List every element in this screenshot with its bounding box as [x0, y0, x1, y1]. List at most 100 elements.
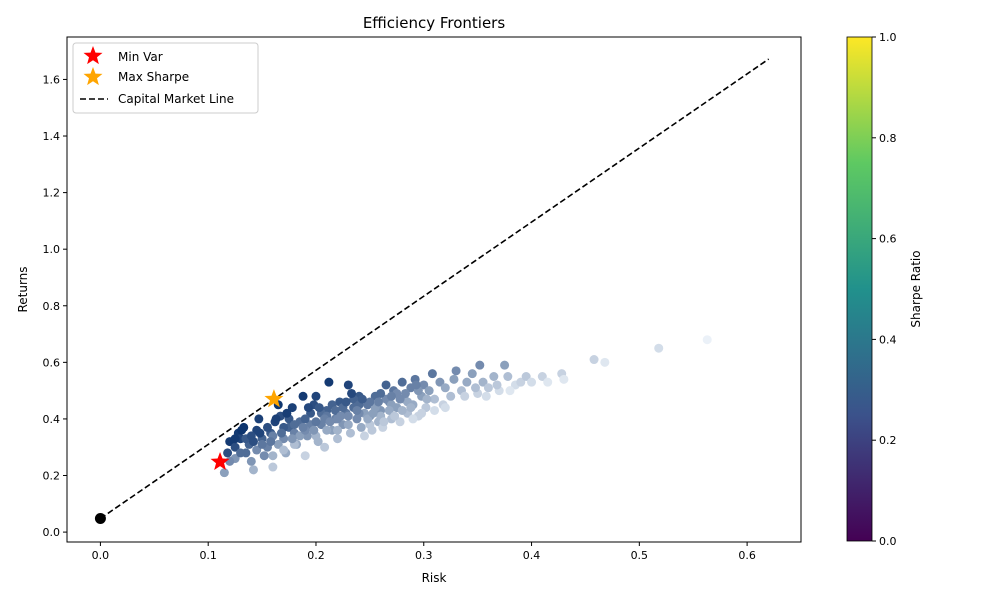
- portfolio-point: [246, 456, 256, 466]
- portfolio-point: [543, 377, 553, 387]
- portfolio-point: [379, 417, 389, 427]
- portfolio-point: [352, 405, 362, 415]
- colorbar: 0.0 0.2 0.4 0.6 0.8 1.0 Sharpe Ratio: [846, 31, 923, 548]
- portfolio-point: [282, 408, 292, 418]
- y-axis-ticks: 0.0 0.2 0.4 0.6 0.8 1.0 1.2 1.4 1.6: [43, 73, 67, 539]
- portfolio-point: [427, 369, 437, 379]
- portfolio-point: [314, 403, 324, 413]
- portfolio-point: [400, 388, 410, 398]
- portfolio-point: [440, 403, 450, 413]
- portfolio-point: [460, 391, 470, 401]
- portfolio-point: [276, 428, 286, 438]
- y-axis-label: Returns: [16, 266, 30, 312]
- portfolio-point: [311, 391, 321, 401]
- portfolio-point: [702, 335, 712, 345]
- y-tick-label: 0.4: [43, 413, 61, 426]
- x-tick-label: 0.1: [199, 549, 217, 562]
- portfolio-point: [268, 451, 278, 461]
- legend: Min Var Max Sharpe Capital Market Line: [72, 42, 259, 114]
- portfolio-point: [424, 386, 434, 396]
- portfolio-point: [397, 377, 407, 387]
- portfolio-point: [589, 355, 599, 365]
- capital-market-line-layer: [99, 58, 770, 520]
- portfolio-point: [298, 391, 308, 401]
- portfolio-point: [492, 380, 502, 390]
- portfolio-point: [300, 451, 310, 461]
- portfolio-point: [225, 456, 235, 466]
- y-tick-label: 0.8: [43, 300, 61, 313]
- x-tick-label: 0.3: [415, 549, 433, 562]
- portfolio-point: [230, 442, 240, 452]
- y-tick-label: 1.0: [43, 243, 61, 256]
- y-tick-label: 0.0: [43, 526, 61, 539]
- portfolio-point: [289, 420, 299, 430]
- portfolio-point: [516, 377, 526, 387]
- colorbar-tick-label: 0.4: [879, 333, 897, 346]
- portfolio-point: [303, 403, 313, 413]
- portfolio-point: [333, 434, 343, 444]
- legend-max-sharpe-star-icon: [83, 67, 103, 86]
- portfolio-point: [325, 417, 335, 427]
- portfolio-point: [341, 397, 351, 407]
- portfolio-point: [324, 377, 334, 387]
- portfolio-point: [386, 391, 396, 401]
- portfolio-point: [600, 357, 610, 367]
- portfolio-point: [462, 377, 472, 387]
- x-axis-ticks: 0.0 0.1 0.2 0.3 0.4 0.5 0.6: [92, 542, 756, 562]
- portfolio-point: [384, 405, 394, 415]
- portfolio-point: [257, 439, 267, 449]
- highlight-markers: [94, 389, 284, 525]
- colorbar-tick-label: 0.8: [879, 132, 897, 145]
- portfolio-point: [343, 380, 353, 390]
- portfolio-point: [395, 394, 405, 404]
- colorbar-tick-label: 1.0: [879, 31, 897, 44]
- colorbar-tick-label: 0.6: [879, 233, 897, 246]
- portfolio-point: [411, 380, 421, 390]
- plot-frame: [66, 36, 802, 543]
- legend-label-capital-market-line: Capital Market Line: [118, 92, 234, 106]
- portfolio-point: [295, 431, 305, 441]
- max-sharpe-star-marker: [264, 389, 284, 408]
- portfolio-point: [503, 371, 513, 381]
- y-tick-label: 1.2: [43, 187, 61, 200]
- x-tick-label: 0.0: [92, 549, 110, 562]
- portfolio-point: [470, 383, 480, 393]
- portfolio-point: [311, 417, 321, 427]
- portfolio-point: [300, 414, 310, 424]
- portfolio-point: [376, 388, 386, 398]
- portfolio-point: [262, 422, 272, 432]
- portfolio-point: [527, 377, 537, 387]
- portfolio-point: [359, 431, 369, 441]
- portfolio-point: [417, 408, 427, 418]
- portfolio-point: [230, 434, 240, 444]
- portfolio-point: [422, 394, 432, 404]
- colorbar-label: Sharpe Ratio: [909, 250, 923, 327]
- portfolio-point: [287, 403, 297, 413]
- portfolio-point: [419, 380, 429, 390]
- colorbar-ticks: 0.0 0.2 0.4 0.6 0.8 1.0: [872, 31, 897, 548]
- portfolio-point: [381, 380, 391, 390]
- portfolio-point: [397, 405, 407, 415]
- portfolio-point: [481, 391, 491, 401]
- portfolio-point: [268, 462, 278, 472]
- portfolio-point: [336, 411, 346, 421]
- portfolio-point: [356, 422, 366, 432]
- portfolio-point: [219, 468, 229, 478]
- portfolio-point: [489, 371, 499, 381]
- legend-label-max-sharpe: Max Sharpe: [118, 70, 189, 84]
- portfolio-point: [343, 411, 353, 421]
- portfolio-point: [266, 437, 276, 447]
- portfolio-point: [363, 414, 373, 424]
- portfolio-point: [440, 383, 450, 393]
- portfolio-point: [505, 386, 515, 396]
- colorbar-gradient: [846, 36, 873, 542]
- capital-market-line: [99, 58, 770, 520]
- y-tick-label: 1.6: [43, 73, 61, 86]
- portfolio-point: [320, 442, 330, 452]
- portfolio-point: [345, 428, 355, 438]
- portfolio-point: [248, 437, 258, 447]
- y-tick-label: 1.4: [43, 130, 61, 143]
- portfolio-point: [446, 391, 456, 401]
- portfolio-point: [237, 425, 247, 435]
